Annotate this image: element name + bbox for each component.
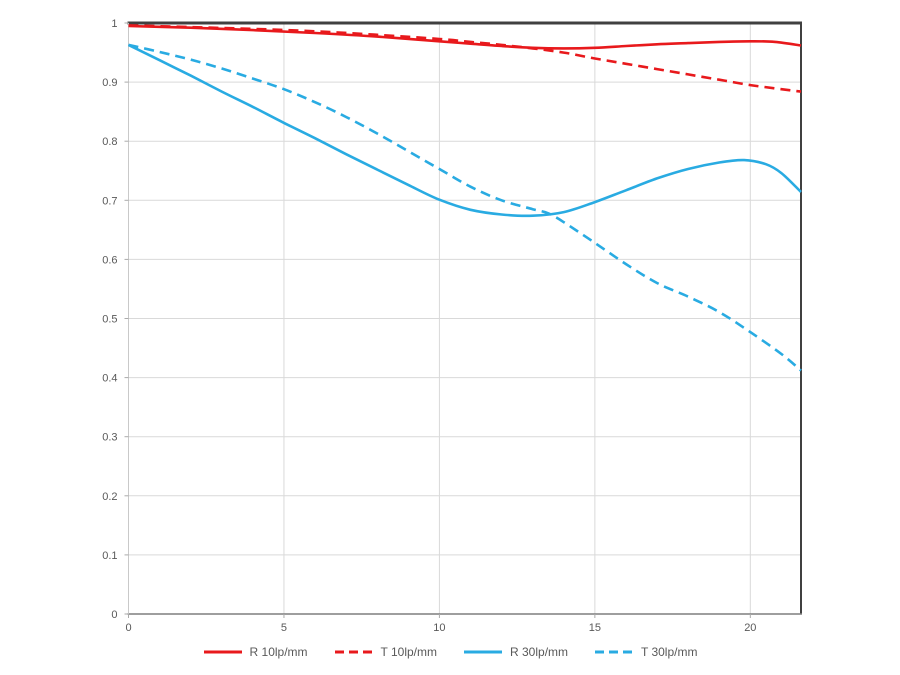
y-tick-label: 0.8	[102, 136, 117, 148]
legend-label: T 30lp/mm	[641, 645, 698, 659]
y-tick-label: 0.7	[102, 195, 117, 207]
y-tick-label: 1	[111, 18, 117, 30]
dashed-line-swatch-icon	[334, 650, 373, 654]
legend-label: R 10lp/mm	[249, 645, 308, 659]
y-tick-label: 0.3	[102, 432, 117, 444]
grid-layer	[128, 23, 801, 614]
y-tick-label: 0	[111, 609, 117, 621]
series-curve-r-10lp-mm	[128, 24, 802, 50]
y-tick-label: 0.2	[102, 491, 117, 503]
y-tick-label: 0.4	[102, 373, 117, 385]
x-tick-label: 10	[433, 622, 445, 634]
solid-line-swatch-icon	[203, 650, 242, 654]
series-curve-t-10lp-mm	[128, 24, 802, 93]
y-tick-label: 0.1	[102, 550, 117, 562]
legend-item-t-30lp-mm: T 30lp/mm	[594, 645, 697, 659]
legend-label: R 30lp/mm	[510, 645, 569, 659]
x-tick-label: 15	[589, 622, 601, 634]
series-curve-r-30lp-mm	[127, 43, 802, 218]
legend-item-r-10lp-mm: R 10lp/mm	[203, 645, 308, 659]
y-tick-label: 0.5	[102, 314, 117, 326]
axis-ticks	[124, 22, 751, 618]
series-curves	[127, 24, 802, 372]
y-tick-label: 0.9	[102, 77, 117, 89]
y-tick-label: 0.6	[102, 254, 117, 266]
solid-line-swatch-icon	[464, 650, 502, 654]
series-curve-t-30lp-mm	[128, 43, 802, 372]
legend-item-r-30lp-mm: R 30lp/mm	[463, 645, 568, 659]
chart-legend: R 10lp/mm T 10lp/mm R 30lp/mm T 30lp/mm	[0, 640, 900, 664]
legend-label: T 10lp/mm	[380, 645, 437, 659]
axis-labels: 0 5 10 15 20 1 0.9 0.8 0.7 0.6 0.5 0.4 0.3 0.2 0.1 0	[102, 18, 756, 634]
legend-item-t-10lp-mm: T 10lp/mm	[334, 645, 437, 659]
x-tick-label: 20	[744, 622, 756, 634]
x-tick-label: 0	[125, 622, 131, 634]
dashed-line-swatch-icon	[595, 650, 634, 654]
x-tick-label: 5	[281, 622, 287, 634]
